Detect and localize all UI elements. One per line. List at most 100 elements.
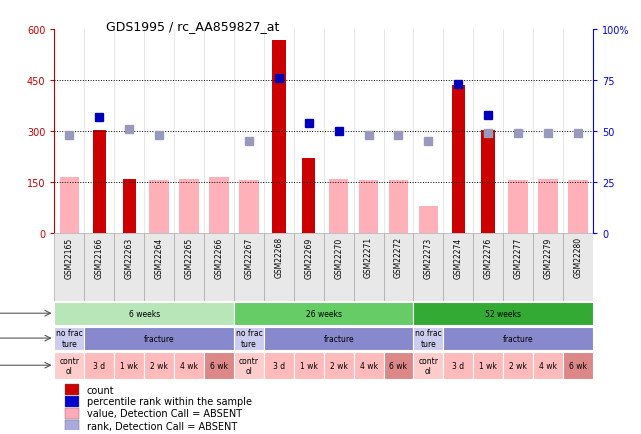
Bar xyxy=(451,86,465,233)
Bar xyxy=(65,385,79,395)
Bar xyxy=(204,352,234,379)
Bar xyxy=(481,130,495,233)
Bar xyxy=(508,181,528,233)
Text: GSM22271: GSM22271 xyxy=(364,237,373,278)
Bar xyxy=(324,352,354,379)
Bar xyxy=(114,352,144,379)
Text: percentile rank within the sample: percentile rank within the sample xyxy=(87,396,252,406)
Bar xyxy=(65,408,79,419)
Text: contr
ol: contr ol xyxy=(419,356,438,375)
Bar xyxy=(302,159,315,233)
Text: contr
ol: contr ol xyxy=(239,356,259,375)
Text: 2 wk: 2 wk xyxy=(329,361,347,370)
Bar xyxy=(54,327,85,350)
Bar xyxy=(503,352,533,379)
Text: GDS1995 / rc_AA859827_at: GDS1995 / rc_AA859827_at xyxy=(106,20,279,33)
Bar xyxy=(65,396,79,407)
Bar xyxy=(533,352,563,379)
Text: GSM22267: GSM22267 xyxy=(244,237,253,278)
Bar xyxy=(503,233,533,301)
Bar xyxy=(204,233,234,301)
Bar xyxy=(473,233,503,301)
Text: fracture: fracture xyxy=(144,334,174,343)
Text: 6 wk: 6 wk xyxy=(210,361,228,370)
Text: GSM22272: GSM22272 xyxy=(394,237,403,278)
Bar xyxy=(444,352,473,379)
Bar xyxy=(354,233,383,301)
Bar xyxy=(85,233,114,301)
Text: 2 wk: 2 wk xyxy=(509,361,527,370)
Bar xyxy=(179,179,199,233)
Text: GSM22263: GSM22263 xyxy=(125,237,134,278)
Bar xyxy=(413,352,444,379)
Text: no frac
ture: no frac ture xyxy=(415,329,442,348)
Bar xyxy=(174,352,204,379)
Bar xyxy=(122,179,136,233)
Text: contr
ol: contr ol xyxy=(60,356,79,375)
Text: 52 weeks: 52 weeks xyxy=(485,309,521,318)
Bar xyxy=(174,233,204,301)
Text: GSM22264: GSM22264 xyxy=(154,237,163,278)
Text: 1 wk: 1 wk xyxy=(300,361,318,370)
Text: GSM22269: GSM22269 xyxy=(304,237,313,278)
Bar xyxy=(114,233,144,301)
Bar xyxy=(264,352,294,379)
Bar xyxy=(538,179,558,233)
Text: GSM22165: GSM22165 xyxy=(65,237,74,278)
Bar xyxy=(93,130,106,233)
Text: count: count xyxy=(87,385,114,395)
Text: GSM22265: GSM22265 xyxy=(185,237,194,278)
Text: 4 wk: 4 wk xyxy=(539,361,557,370)
Text: 3 d: 3 d xyxy=(273,361,285,370)
Text: value, Detection Call = ABSENT: value, Detection Call = ABSENT xyxy=(87,408,242,418)
Text: GSM22277: GSM22277 xyxy=(513,237,522,278)
Text: 6 weeks: 6 weeks xyxy=(129,309,160,318)
Text: fracture: fracture xyxy=(503,334,533,343)
Bar xyxy=(54,302,234,325)
Bar xyxy=(294,233,324,301)
Text: GSM22276: GSM22276 xyxy=(484,237,493,278)
Bar xyxy=(444,233,473,301)
Text: 1 wk: 1 wk xyxy=(121,361,138,370)
Bar xyxy=(234,327,264,350)
Text: no frac
ture: no frac ture xyxy=(56,329,83,348)
Bar xyxy=(388,181,408,233)
Bar xyxy=(209,178,229,233)
Bar xyxy=(329,179,349,233)
Text: 3 d: 3 d xyxy=(94,361,105,370)
Bar xyxy=(239,181,259,233)
Bar xyxy=(473,352,503,379)
Bar xyxy=(234,233,264,301)
Text: 26 weeks: 26 weeks xyxy=(306,309,342,318)
Text: GSM22268: GSM22268 xyxy=(274,237,283,278)
Bar xyxy=(54,352,85,379)
Text: 2 wk: 2 wk xyxy=(150,361,168,370)
Text: GSM22266: GSM22266 xyxy=(215,237,224,278)
Bar xyxy=(85,352,114,379)
Bar xyxy=(144,233,174,301)
Bar xyxy=(569,181,588,233)
Text: 1 wk: 1 wk xyxy=(479,361,497,370)
Bar xyxy=(264,233,294,301)
Bar xyxy=(294,352,324,379)
Bar xyxy=(272,40,286,233)
Bar xyxy=(383,233,413,301)
Text: no frac
ture: no frac ture xyxy=(235,329,262,348)
Bar xyxy=(563,352,593,379)
Text: rank, Detection Call = ABSENT: rank, Detection Call = ABSENT xyxy=(87,421,237,431)
Bar xyxy=(54,233,85,301)
Bar xyxy=(383,352,413,379)
Text: GSM22270: GSM22270 xyxy=(334,237,343,278)
Bar xyxy=(533,233,563,301)
Bar xyxy=(359,181,378,233)
Text: 4 wk: 4 wk xyxy=(180,361,198,370)
Bar xyxy=(60,178,79,233)
Bar xyxy=(413,233,444,301)
Bar xyxy=(354,352,383,379)
Text: GSM22166: GSM22166 xyxy=(95,237,104,278)
Text: 4 wk: 4 wk xyxy=(360,361,378,370)
Bar xyxy=(413,327,444,350)
Bar xyxy=(234,352,264,379)
Bar xyxy=(563,233,593,301)
Bar xyxy=(324,233,354,301)
